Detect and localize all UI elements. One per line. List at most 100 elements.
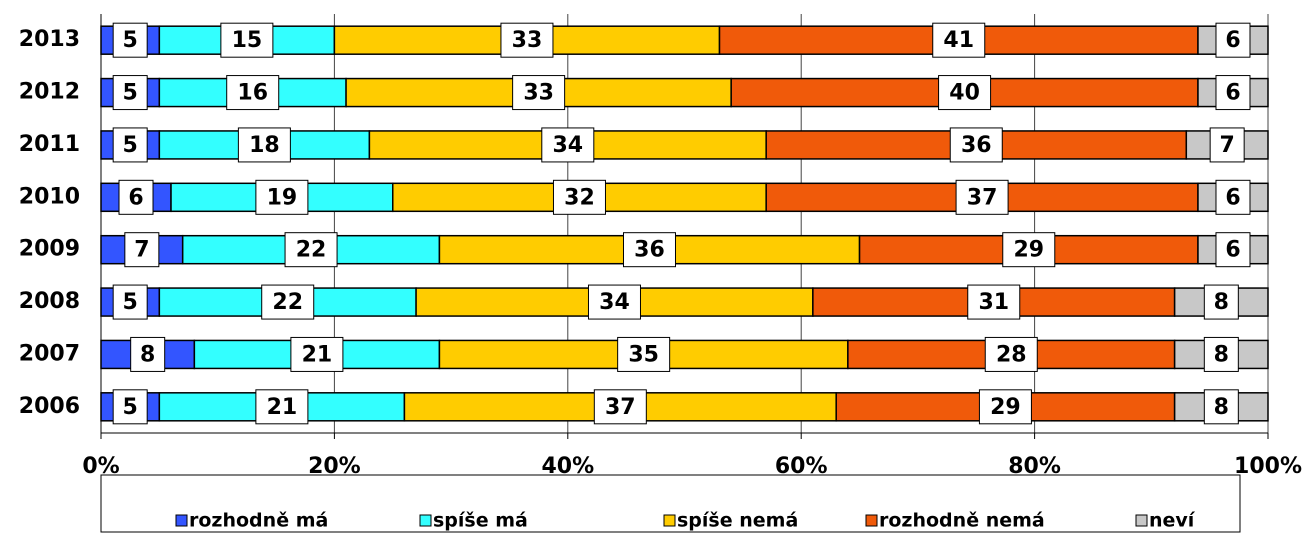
- data-label-box: [587, 284, 641, 320]
- data-label: 15: [232, 28, 263, 53]
- data-label-box: [284, 232, 338, 268]
- data-label-box: [617, 336, 671, 372]
- data-label-box: [1203, 284, 1239, 320]
- data-label: 5: [123, 395, 138, 420]
- data-label-box: [1203, 336, 1239, 372]
- data-label-box: [112, 389, 148, 425]
- data-label: 22: [296, 238, 327, 263]
- data-label: 5: [123, 290, 138, 315]
- data-label: 8: [1214, 290, 1229, 315]
- data-label: 31: [978, 290, 1009, 315]
- data-label: 8: [140, 342, 155, 367]
- data-label-box: [226, 75, 280, 111]
- data-label: 8: [1214, 342, 1229, 367]
- y-tick-label: 2012: [19, 80, 80, 105]
- legend-label: spíše má: [433, 510, 528, 532]
- y-tick-label: 2011: [19, 132, 80, 157]
- data-label: 29: [1013, 238, 1044, 263]
- data-label-box: [1209, 127, 1245, 163]
- data-label: 6: [1225, 28, 1240, 53]
- data-label-box: [124, 232, 160, 268]
- data-label-box: [1215, 179, 1251, 215]
- data-label: 21: [267, 395, 298, 420]
- data-label: 34: [552, 133, 583, 158]
- data-label: 36: [634, 238, 665, 263]
- data-label: 19: [267, 185, 298, 210]
- data-label-box: [984, 336, 1038, 372]
- legend-swatch: [1135, 514, 1148, 527]
- data-label: 40: [949, 81, 980, 106]
- data-label-box: [255, 389, 309, 425]
- legend-swatch: [865, 514, 878, 527]
- legend-label: rozhodně nemá: [879, 510, 1045, 532]
- data-label-box: [290, 336, 344, 372]
- legend-swatch: [419, 514, 432, 527]
- data-label: 28: [996, 342, 1027, 367]
- data-label-box: [955, 179, 1009, 215]
- x-tick-label: 100%: [1234, 454, 1302, 479]
- data-label-box: [541, 127, 595, 163]
- data-label-box: [118, 179, 154, 215]
- data-label: 8: [1214, 395, 1229, 420]
- data-label: 6: [1225, 81, 1240, 106]
- legend-swatch: [175, 514, 188, 527]
- data-label-box: [112, 75, 148, 111]
- data-label-box: [220, 22, 274, 58]
- legend-label: rozhodně má: [189, 510, 328, 532]
- data-label: 7: [134, 238, 149, 263]
- data-label: 37: [967, 185, 998, 210]
- data-label-box: [112, 284, 148, 320]
- data-label: 16: [237, 81, 268, 106]
- data-label-box: [261, 284, 315, 320]
- data-label: 5: [123, 81, 138, 106]
- y-tick-label: 2008: [19, 289, 80, 314]
- legend-swatch: [663, 514, 676, 527]
- data-label-box: [1203, 389, 1239, 425]
- legend-label: neví: [1149, 510, 1196, 532]
- data-label-box: [112, 127, 148, 163]
- data-label: 29: [990, 395, 1021, 420]
- legend-label: spíše nemá: [677, 510, 798, 532]
- data-label-box: [130, 336, 166, 372]
- data-label: 34: [599, 290, 630, 315]
- data-label: 36: [961, 133, 992, 158]
- data-label: 35: [628, 342, 659, 367]
- y-tick-label: 2010: [19, 184, 80, 209]
- data-label: 37: [605, 395, 636, 420]
- data-label-box: [512, 75, 566, 111]
- y-tick-label: 2006: [19, 394, 80, 419]
- data-label-box: [622, 232, 676, 268]
- data-label-box: [500, 22, 554, 58]
- data-label-box: [255, 179, 309, 215]
- data-label-box: [1215, 232, 1251, 268]
- data-label-box: [967, 284, 1021, 320]
- data-label-box: [932, 22, 986, 58]
- data-label-box: [112, 22, 148, 58]
- data-label: 7: [1219, 133, 1234, 158]
- data-label-box: [1215, 22, 1251, 58]
- data-label-box: [552, 179, 606, 215]
- y-tick-label: 2013: [19, 27, 80, 52]
- data-label-box: [593, 389, 647, 425]
- data-label: 6: [1225, 185, 1240, 210]
- data-label-box: [1002, 232, 1056, 268]
- y-tick-label: 2007: [19, 341, 80, 366]
- data-label: 33: [512, 28, 543, 53]
- data-label: 5: [123, 28, 138, 53]
- y-tick-label: 2009: [19, 237, 80, 262]
- data-label-box: [237, 127, 291, 163]
- data-label-box: [1215, 75, 1251, 111]
- data-label: 21: [302, 342, 333, 367]
- data-label: 6: [128, 185, 143, 210]
- data-label: 6: [1225, 238, 1240, 263]
- data-label: 32: [564, 185, 595, 210]
- data-label: 33: [523, 81, 554, 106]
- data-label: 5: [123, 133, 138, 158]
- data-label-box: [949, 127, 1003, 163]
- data-label-box: [938, 75, 992, 111]
- data-label: 41: [943, 28, 974, 53]
- data-label-box: [978, 389, 1032, 425]
- data-label: 18: [249, 133, 280, 158]
- data-label: 22: [272, 290, 303, 315]
